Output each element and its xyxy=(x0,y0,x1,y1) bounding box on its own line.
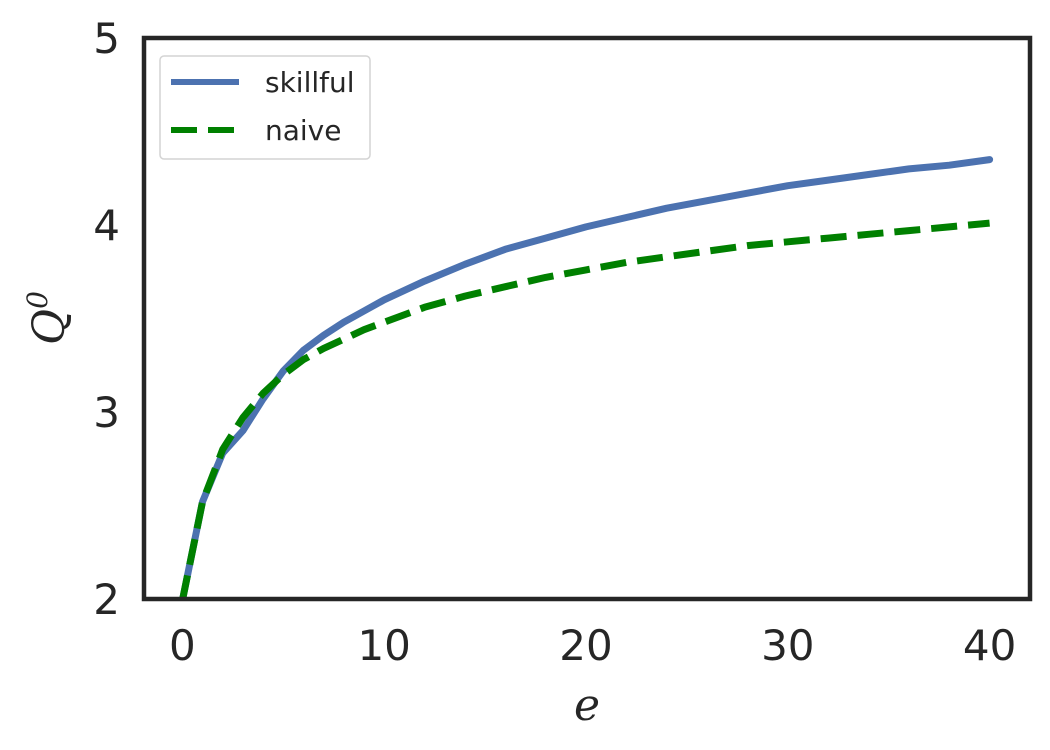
y-axis-label-superscript: 0 xyxy=(21,291,54,309)
x-tick-label: 30 xyxy=(761,621,814,670)
y-tick-label: 5 xyxy=(93,14,120,63)
series-layer xyxy=(179,156,994,599)
legend-label-naive: naive xyxy=(265,114,341,147)
series-line-skillful xyxy=(179,156,994,599)
y-tick-label: 2 xyxy=(93,575,120,624)
x-tick-label: 10 xyxy=(357,621,410,670)
legend: skillful naive xyxy=(159,55,371,160)
x-axis-label: e xyxy=(574,680,600,731)
x-tick-label: 0 xyxy=(169,621,196,670)
legend-label-skillful: skillful xyxy=(265,66,355,99)
x-tick-labels: 0 10 20 30 40 xyxy=(169,621,1016,670)
y-axis-label-main: Q xyxy=(24,309,75,345)
y-tick-label: 4 xyxy=(93,201,120,250)
x-tick-label: 20 xyxy=(559,621,612,670)
series-line-naive xyxy=(179,219,990,599)
plot-frame xyxy=(141,35,1033,602)
x-tick-label: 40 xyxy=(963,621,1016,670)
y-tick-labels: 2 3 4 5 xyxy=(93,14,120,624)
y-axis-label: Q0 xyxy=(21,291,75,345)
y-tick-label: 3 xyxy=(93,388,120,437)
